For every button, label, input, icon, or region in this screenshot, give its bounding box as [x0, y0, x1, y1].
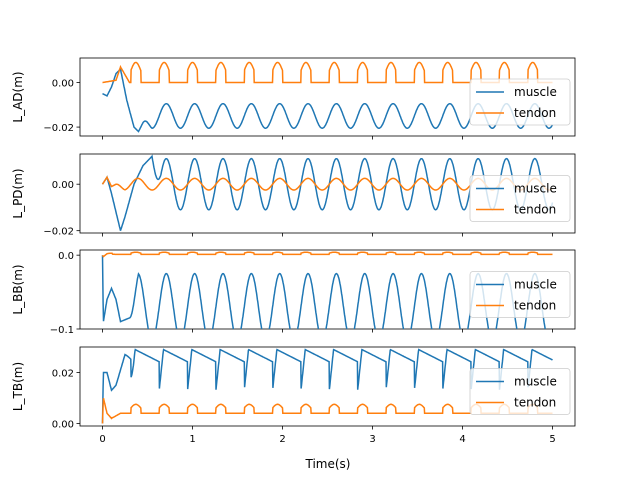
y-axis-label: L_AD(m): [11, 71, 25, 122]
legend: muscle tendon: [469, 175, 571, 222]
legend-label-muscle: muscle: [514, 375, 557, 389]
y-tick-label: 0.00: [52, 79, 74, 90]
y-tick-label: 0.02: [52, 368, 74, 379]
y-axis-label: L_PD(m): [11, 168, 25, 218]
x-tick-label: 0: [99, 434, 105, 445]
series-line-tendon: [101, 251, 553, 258]
y-axis-label: L_BB(m): [11, 264, 25, 314]
y-tick-label: −0.02: [43, 227, 74, 238]
y-tick-label: −0.1: [50, 325, 74, 336]
y-tick-label: −0.02: [43, 123, 74, 134]
x-tick-label: 5: [549, 434, 555, 445]
legend-label-tendon: tendon: [514, 203, 556, 217]
legend: muscle tendon: [469, 368, 571, 415]
x-tick-label: 1: [189, 434, 195, 445]
x-tick-label: 4: [459, 434, 465, 445]
legend-label-tendon: tendon: [514, 396, 556, 410]
legend-label-muscle: muscle: [514, 278, 557, 292]
series-line-muscle: [101, 154, 554, 231]
x-tick-label: 2: [279, 434, 285, 445]
subplot-4: 0.02 0.00 0 1 2 3 4 5 L_TB(m) muscle tendon: [11, 346, 576, 445]
legend-label-muscle: muscle: [514, 182, 557, 196]
legend: muscle tendon: [469, 271, 571, 318]
legend-label-tendon: tendon: [514, 299, 556, 313]
x-tick-label: 3: [369, 434, 375, 445]
y-tick-label: 0.0: [58, 251, 74, 262]
legend-label-tendon: tendon: [514, 106, 556, 120]
subplot-3: 0.0 −0.1 L_BB(m) muscle tendon: [11, 249, 576, 336]
y-tick-label: 0.00: [52, 180, 74, 191]
legend-label-muscle: muscle: [514, 85, 557, 99]
subplot-2: 0.00 −0.02 L_PD(m) muscle tendon: [11, 153, 576, 238]
series-line-muscle: [101, 348, 553, 424]
x-axis-label: Time(s): [305, 457, 351, 471]
y-axis-label: L_TB(m): [11, 362, 25, 411]
legend: muscle tendon: [469, 78, 571, 126]
subplot-1: 0.00 −0.02 L_AD(m) muscle tendon: [11, 57, 576, 140]
series-line-tendon: [102, 61, 553, 84]
y-tick-label: 0.00: [52, 419, 74, 430]
